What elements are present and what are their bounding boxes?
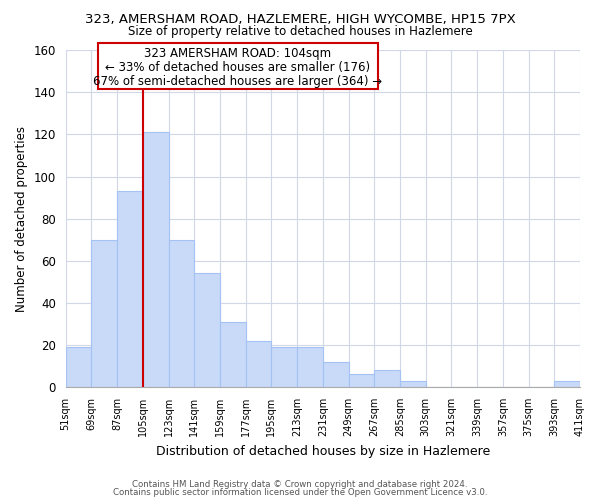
Bar	[349, 374, 374, 387]
Bar	[143, 132, 169, 387]
Text: Contains HM Land Registry data © Crown copyright and database right 2024.: Contains HM Land Registry data © Crown c…	[132, 480, 468, 489]
Bar	[245, 340, 271, 387]
Bar	[65, 347, 91, 387]
Bar	[169, 240, 194, 387]
Bar	[323, 362, 349, 387]
Text: Contains public sector information licensed under the Open Government Licence v3: Contains public sector information licen…	[113, 488, 487, 497]
Text: Size of property relative to detached houses in Hazlemere: Size of property relative to detached ho…	[128, 25, 472, 38]
Bar	[220, 322, 245, 387]
X-axis label: Distribution of detached houses by size in Hazlemere: Distribution of detached houses by size …	[156, 444, 490, 458]
Y-axis label: Number of detached properties: Number of detached properties	[15, 126, 28, 312]
Bar	[271, 347, 297, 387]
Bar	[194, 274, 220, 387]
Bar	[554, 381, 580, 387]
Bar	[374, 370, 400, 387]
FancyBboxPatch shape	[98, 44, 378, 89]
Bar	[297, 347, 323, 387]
Bar	[400, 381, 425, 387]
Text: 323 AMERSHAM ROAD: 104sqm: 323 AMERSHAM ROAD: 104sqm	[144, 47, 331, 60]
Bar	[91, 240, 117, 387]
Text: ← 33% of detached houses are smaller (176): ← 33% of detached houses are smaller (17…	[105, 61, 370, 74]
Text: 67% of semi-detached houses are larger (364) →: 67% of semi-detached houses are larger (…	[93, 76, 382, 88]
Bar	[117, 192, 143, 387]
Text: 323, AMERSHAM ROAD, HAZLEMERE, HIGH WYCOMBE, HP15 7PX: 323, AMERSHAM ROAD, HAZLEMERE, HIGH WYCO…	[85, 12, 515, 26]
